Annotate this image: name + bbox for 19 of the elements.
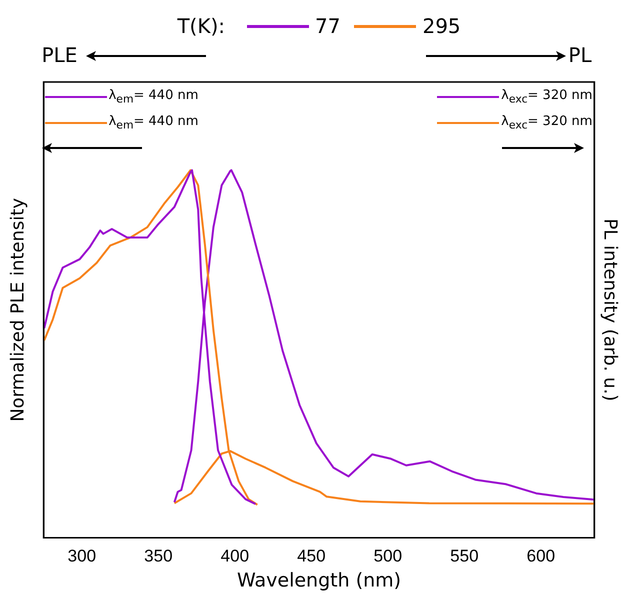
- legend-label: λ$_{exc}$= 320 nm: [501, 114, 592, 132]
- x-tick-label: 350: [144, 546, 173, 566]
- text: PL: [568, 43, 592, 67]
- text: 295: [422, 14, 461, 38]
- x-axis-title: Wavelength (nm): [236, 570, 402, 592]
- legend-title: T(K):: [177, 14, 226, 38]
- y2-axis-title: PL intensity (arb. u.): [600, 218, 621, 402]
- x-tick-label: 300: [68, 546, 96, 566]
- legend-label: λ$_{em}$= 440 nm: [108, 114, 198, 132]
- x-tick-label: 400: [220, 546, 250, 566]
- x-tick-label: 450: [297, 546, 326, 566]
- x-tick-label: 600: [526, 546, 556, 566]
- text: 77: [315, 14, 340, 38]
- legend-label: λ$_{exc}$= 320 nm: [501, 88, 592, 106]
- y-axis-title: Normalized PLE intensity: [7, 198, 28, 422]
- x-tick-label: 500: [374, 546, 402, 566]
- text: PLE: [42, 43, 78, 67]
- x-tick-label: 550: [450, 546, 479, 566]
- legend-label: λ$_{em}$= 440 nm: [108, 88, 198, 106]
